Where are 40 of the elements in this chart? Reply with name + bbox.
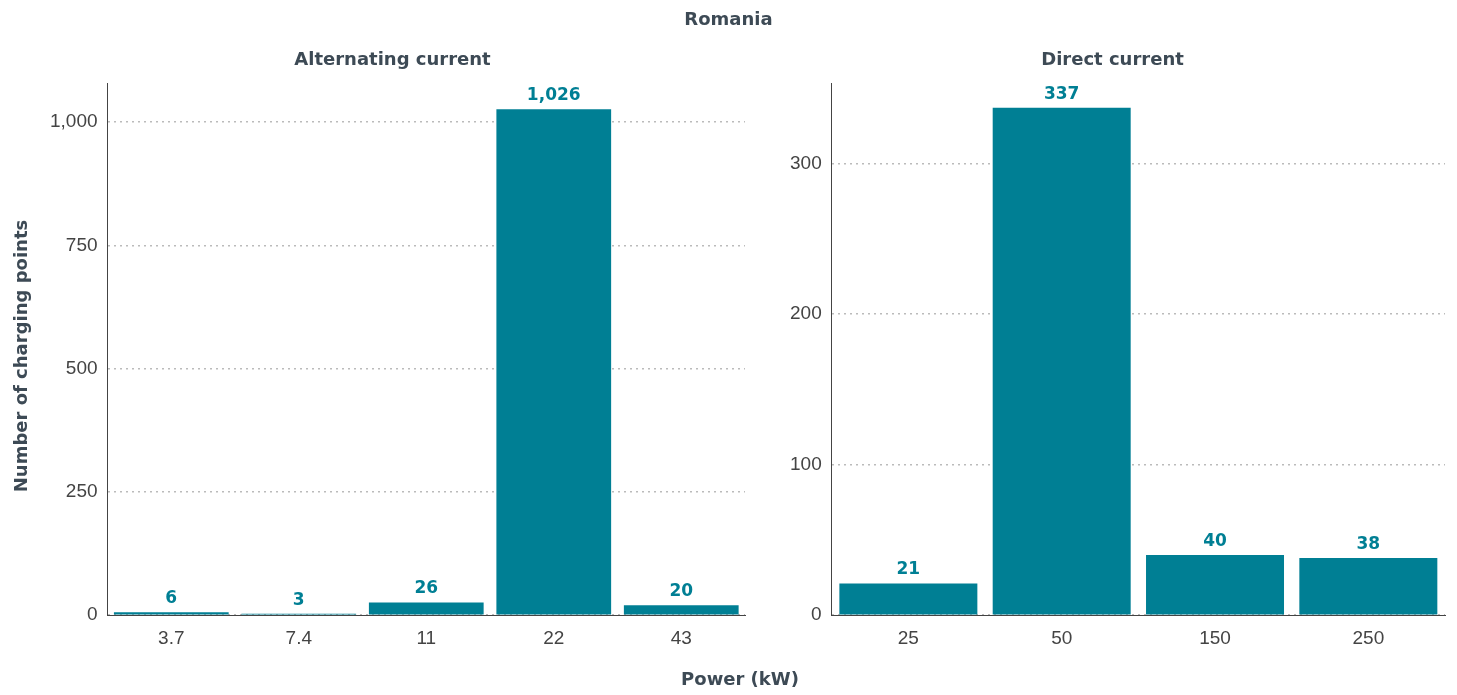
x-tick-label: 25: [897, 626, 919, 648]
data-label: 40: [1203, 529, 1228, 550]
data-label: 337: [1043, 82, 1080, 103]
y-tick-label: 0: [86, 603, 98, 625]
x-tick-label: 250: [1352, 626, 1385, 648]
text: Romania: [683, 8, 774, 29]
y-tick-label: 750: [65, 233, 98, 255]
text: Power (kW): [680, 668, 800, 689]
data-label: 1,026: [526, 84, 581, 105]
data-label: 20: [669, 580, 694, 601]
bar: [113, 612, 229, 615]
x-tick-label: 150: [1199, 626, 1231, 648]
bar: [992, 107, 1131, 615]
data-label: 21: [896, 558, 921, 579]
y-tick-label: 500: [65, 356, 98, 378]
y-tick-label: 1,000: [50, 110, 98, 132]
data-label: 26: [414, 577, 439, 598]
x-tick-label: 22: [543, 626, 565, 648]
bar: [496, 109, 612, 615]
text: Number of charging points: [9, 219, 31, 493]
y-tick-label: 0: [811, 603, 822, 625]
x-tick-label: 11: [416, 626, 437, 648]
data-label: 3: [292, 588, 305, 609]
x-tick-label: 3.7: [158, 626, 185, 648]
chart-title: Direct current: [1041, 48, 1185, 70]
data-label: 6: [165, 587, 178, 608]
x-tick-label: 7.4: [285, 626, 313, 648]
bar: [368, 602, 484, 615]
y-tick-label: 200: [790, 302, 822, 324]
y-tick-label: 250: [65, 480, 98, 502]
chart-title: Alternating current: [294, 48, 492, 70]
data-label: 38: [1356, 532, 1381, 553]
y-tick-label: 100: [790, 452, 822, 474]
bar: [1299, 557, 1438, 615]
bar: [839, 583, 978, 615]
bar: [623, 605, 739, 615]
x-tick-label: 43: [670, 626, 692, 648]
y-tick-label: 300: [790, 151, 822, 173]
x-tick-label: 50: [1051, 626, 1073, 648]
bar: [1146, 554, 1285, 615]
